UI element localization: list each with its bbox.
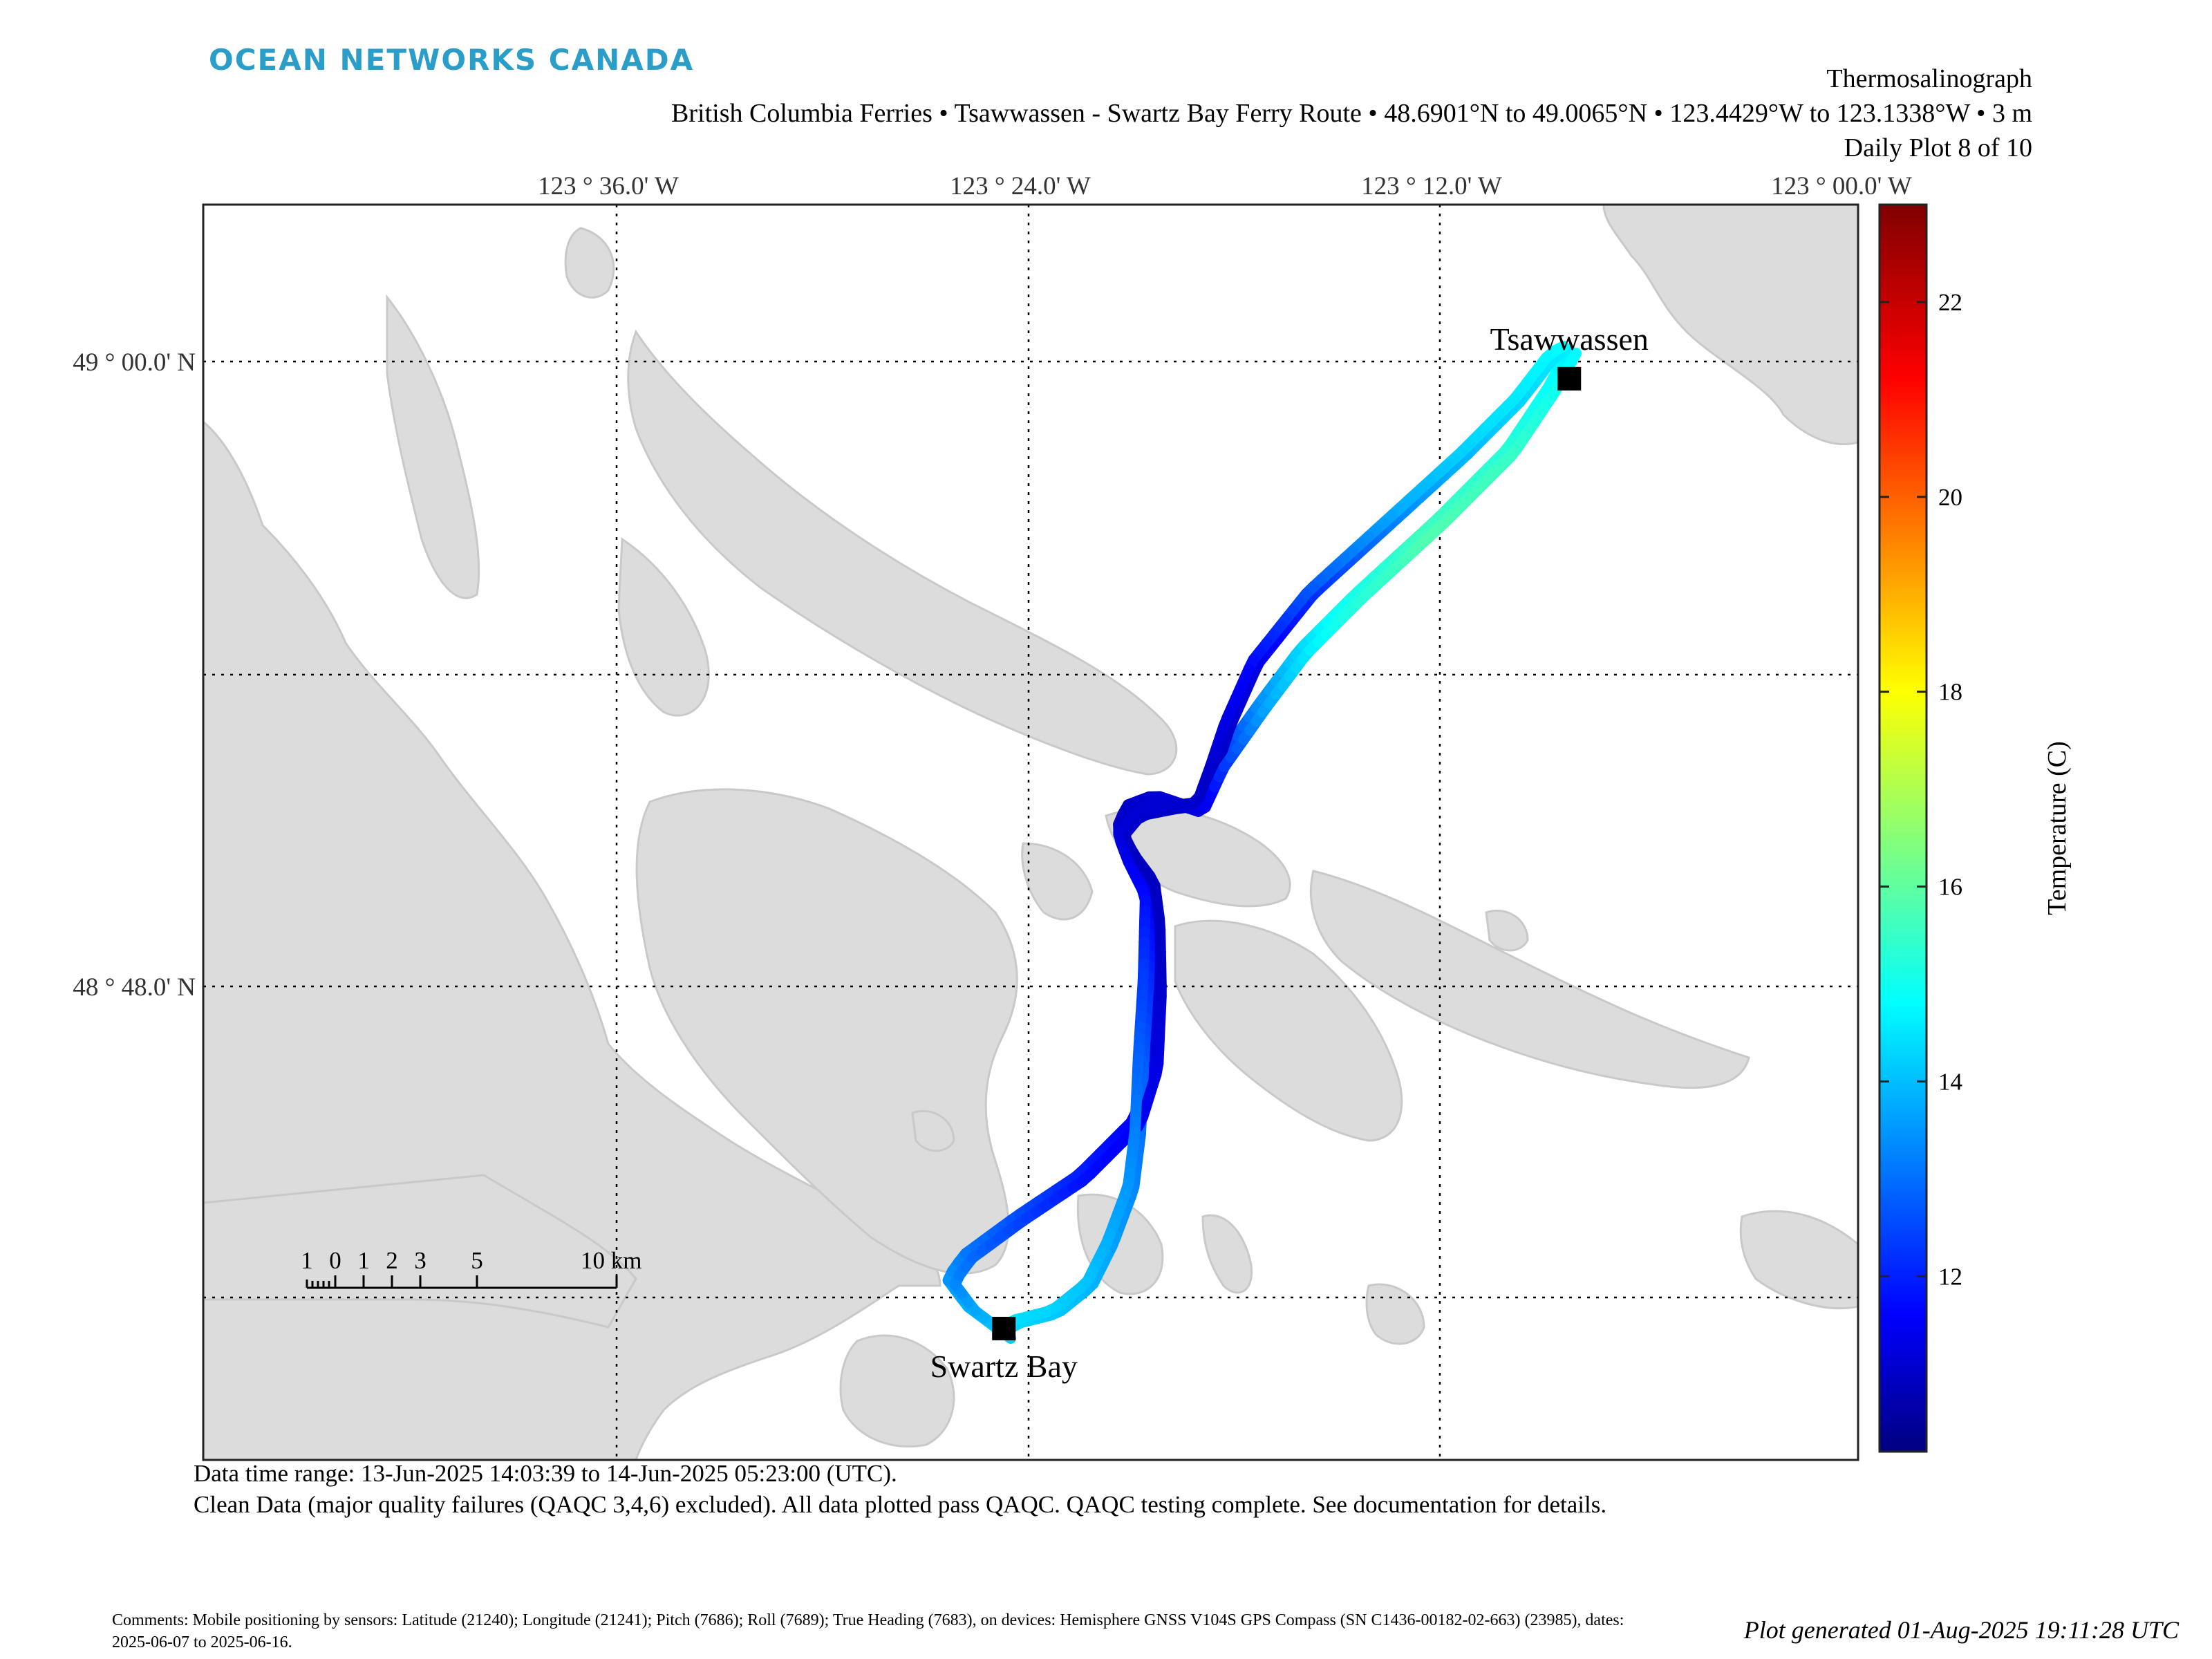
route-subtitle: British Columbia Ferries • Tsawwassen - … [671,99,2032,128]
tsawwassen-peninsula [1602,205,1858,446]
location-marker [992,1316,1016,1340]
colorbar-tick-label: 12 [1938,1263,1962,1290]
longitude-labels: 123 ° 36.0' W 123 ° 24.0' W 123 ° 12.0' … [538,172,1912,200]
scale-label: 10 km [581,1247,641,1274]
map-frame [202,203,1859,1461]
lat-label: 48 ° 48.0' N [73,973,196,1002]
onc-logo: OCEAN NETWORKS CANADA [209,43,695,77]
prevost-island [1021,842,1094,921]
northern-islands [386,294,480,599]
turn-point-islet [1365,1283,1425,1345]
galiano-valdes-strip [627,329,1178,776]
location-label: Tsawwassen [1490,321,1649,357]
scale-label: 2 [386,1247,398,1274]
lat-label: 49 ° 00.0' N [73,348,196,377]
lon-label: 123 ° 12.0' W [1361,172,1502,200]
colorbar-gradient [1878,203,1928,1453]
latitude-labels: 49 ° 00.0' N 48 ° 48.0' N [73,348,196,1002]
scale-label: 1 [357,1247,370,1274]
colorbar-ticks: 12 14 16 18 20 22 [1880,289,1962,1290]
lon-label: 123 ° 00.0' W [1771,172,1912,200]
land-masses [203,205,1858,1460]
qaqc-note: Clean Data (major quality failures (QAQC… [194,1491,1607,1518]
map-area [203,205,1858,1460]
scale-label: 0 [329,1247,341,1274]
saturna-east-point [1739,1210,1858,1310]
colorbar-tick-label: 22 [1938,289,1962,316]
colorbar-tick-label: 18 [1938,679,1962,706]
graticule [203,205,1858,1460]
colorbar-tick-label: 16 [1938,874,1962,901]
pender-islands [1174,919,1403,1142]
north-islet [564,227,615,299]
scale-label: 1 [301,1247,313,1274]
small-islet-b [1485,909,1529,952]
scale-label: 5 [471,1247,483,1274]
colorbar: 12 14 16 18 20 22 Temperature (C) [1878,203,2072,1453]
location-marker [1557,366,1582,391]
location-markers: Tsawwassen Swartz Bay [930,321,1649,1384]
pym-island [839,1334,955,1448]
plot-generated: Plot generated 01-Aug-2025 19:11:28 UTC [1743,1616,2179,1644]
colorbar-tick-label: 20 [1938,484,1962,511]
small-islet-a [911,1109,955,1152]
plot-index: Daily Plot 8 of 10 [1844,133,2032,162]
data-time-range: Data time range: 13-Jun-2025 14:03:39 to… [194,1460,897,1487]
vancouver-island-south [203,1174,637,1329]
lon-label: 123 ° 24.0' W [950,172,1091,200]
location-label: Swartz Bay [930,1349,1078,1384]
scale-label: 3 [414,1247,427,1274]
colorbar-label: Temperature (C) [2043,741,2072,915]
colorbar-tick-label: 14 [1938,1068,1962,1095]
saturna-island [1309,870,1750,1089]
scale-bar: 1 0 1 2 3 5 10 km [301,1247,641,1289]
track-segment [1565,348,1582,369]
lon-label: 123 ° 36.0' W [538,172,679,200]
thetis-kuper-islands [617,537,710,717]
instrument-title: Thermosalinograph [1826,64,2032,93]
sidney-island [1201,1214,1253,1294]
comments: Comments: Mobile positioning by sensors:… [112,1611,1624,1651]
